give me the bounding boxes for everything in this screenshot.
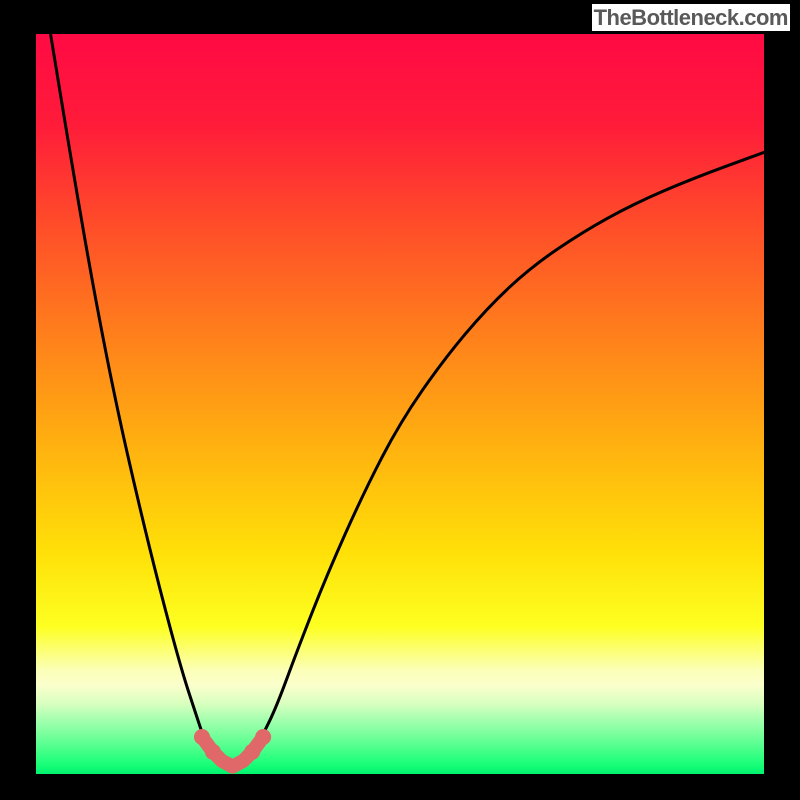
optimal-marker-dot: [194, 729, 210, 745]
optimal-marker-dot: [255, 729, 271, 745]
plot-background: [36, 34, 764, 774]
watermark-text: TheBottleneck.com: [592, 4, 790, 31]
bottleneck-chart: [0, 0, 800, 800]
optimal-marker-dot: [244, 744, 260, 760]
chart-container: TheBottleneck.com: [0, 0, 800, 800]
optimal-marker-dot: [205, 744, 221, 760]
